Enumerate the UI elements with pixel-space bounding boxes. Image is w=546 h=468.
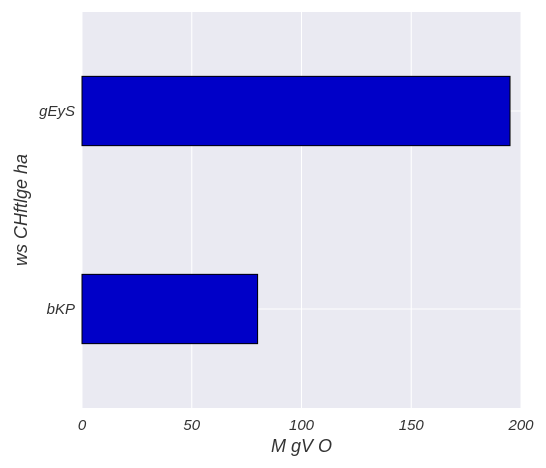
x-tick-label: 200 [507,417,534,434]
x-tick-label: 0 [78,417,87,434]
x-tick-label: 100 [289,417,315,434]
y-axis-label: ws CHftlge ha [11,154,31,266]
y-tick-label: bKP [47,301,75,318]
y-tick-labels: bKP gEyS [39,103,75,318]
y-tick-label: gEyS [39,103,75,120]
x-tick-label: 50 [183,417,200,434]
x-tick-label: 150 [399,417,425,434]
bar-gEyS [82,76,510,145]
x-axis-label: M gV O [271,436,332,456]
bar-bKP [82,274,258,343]
x-tick-labels: 0 50 100 150 200 [78,417,534,434]
